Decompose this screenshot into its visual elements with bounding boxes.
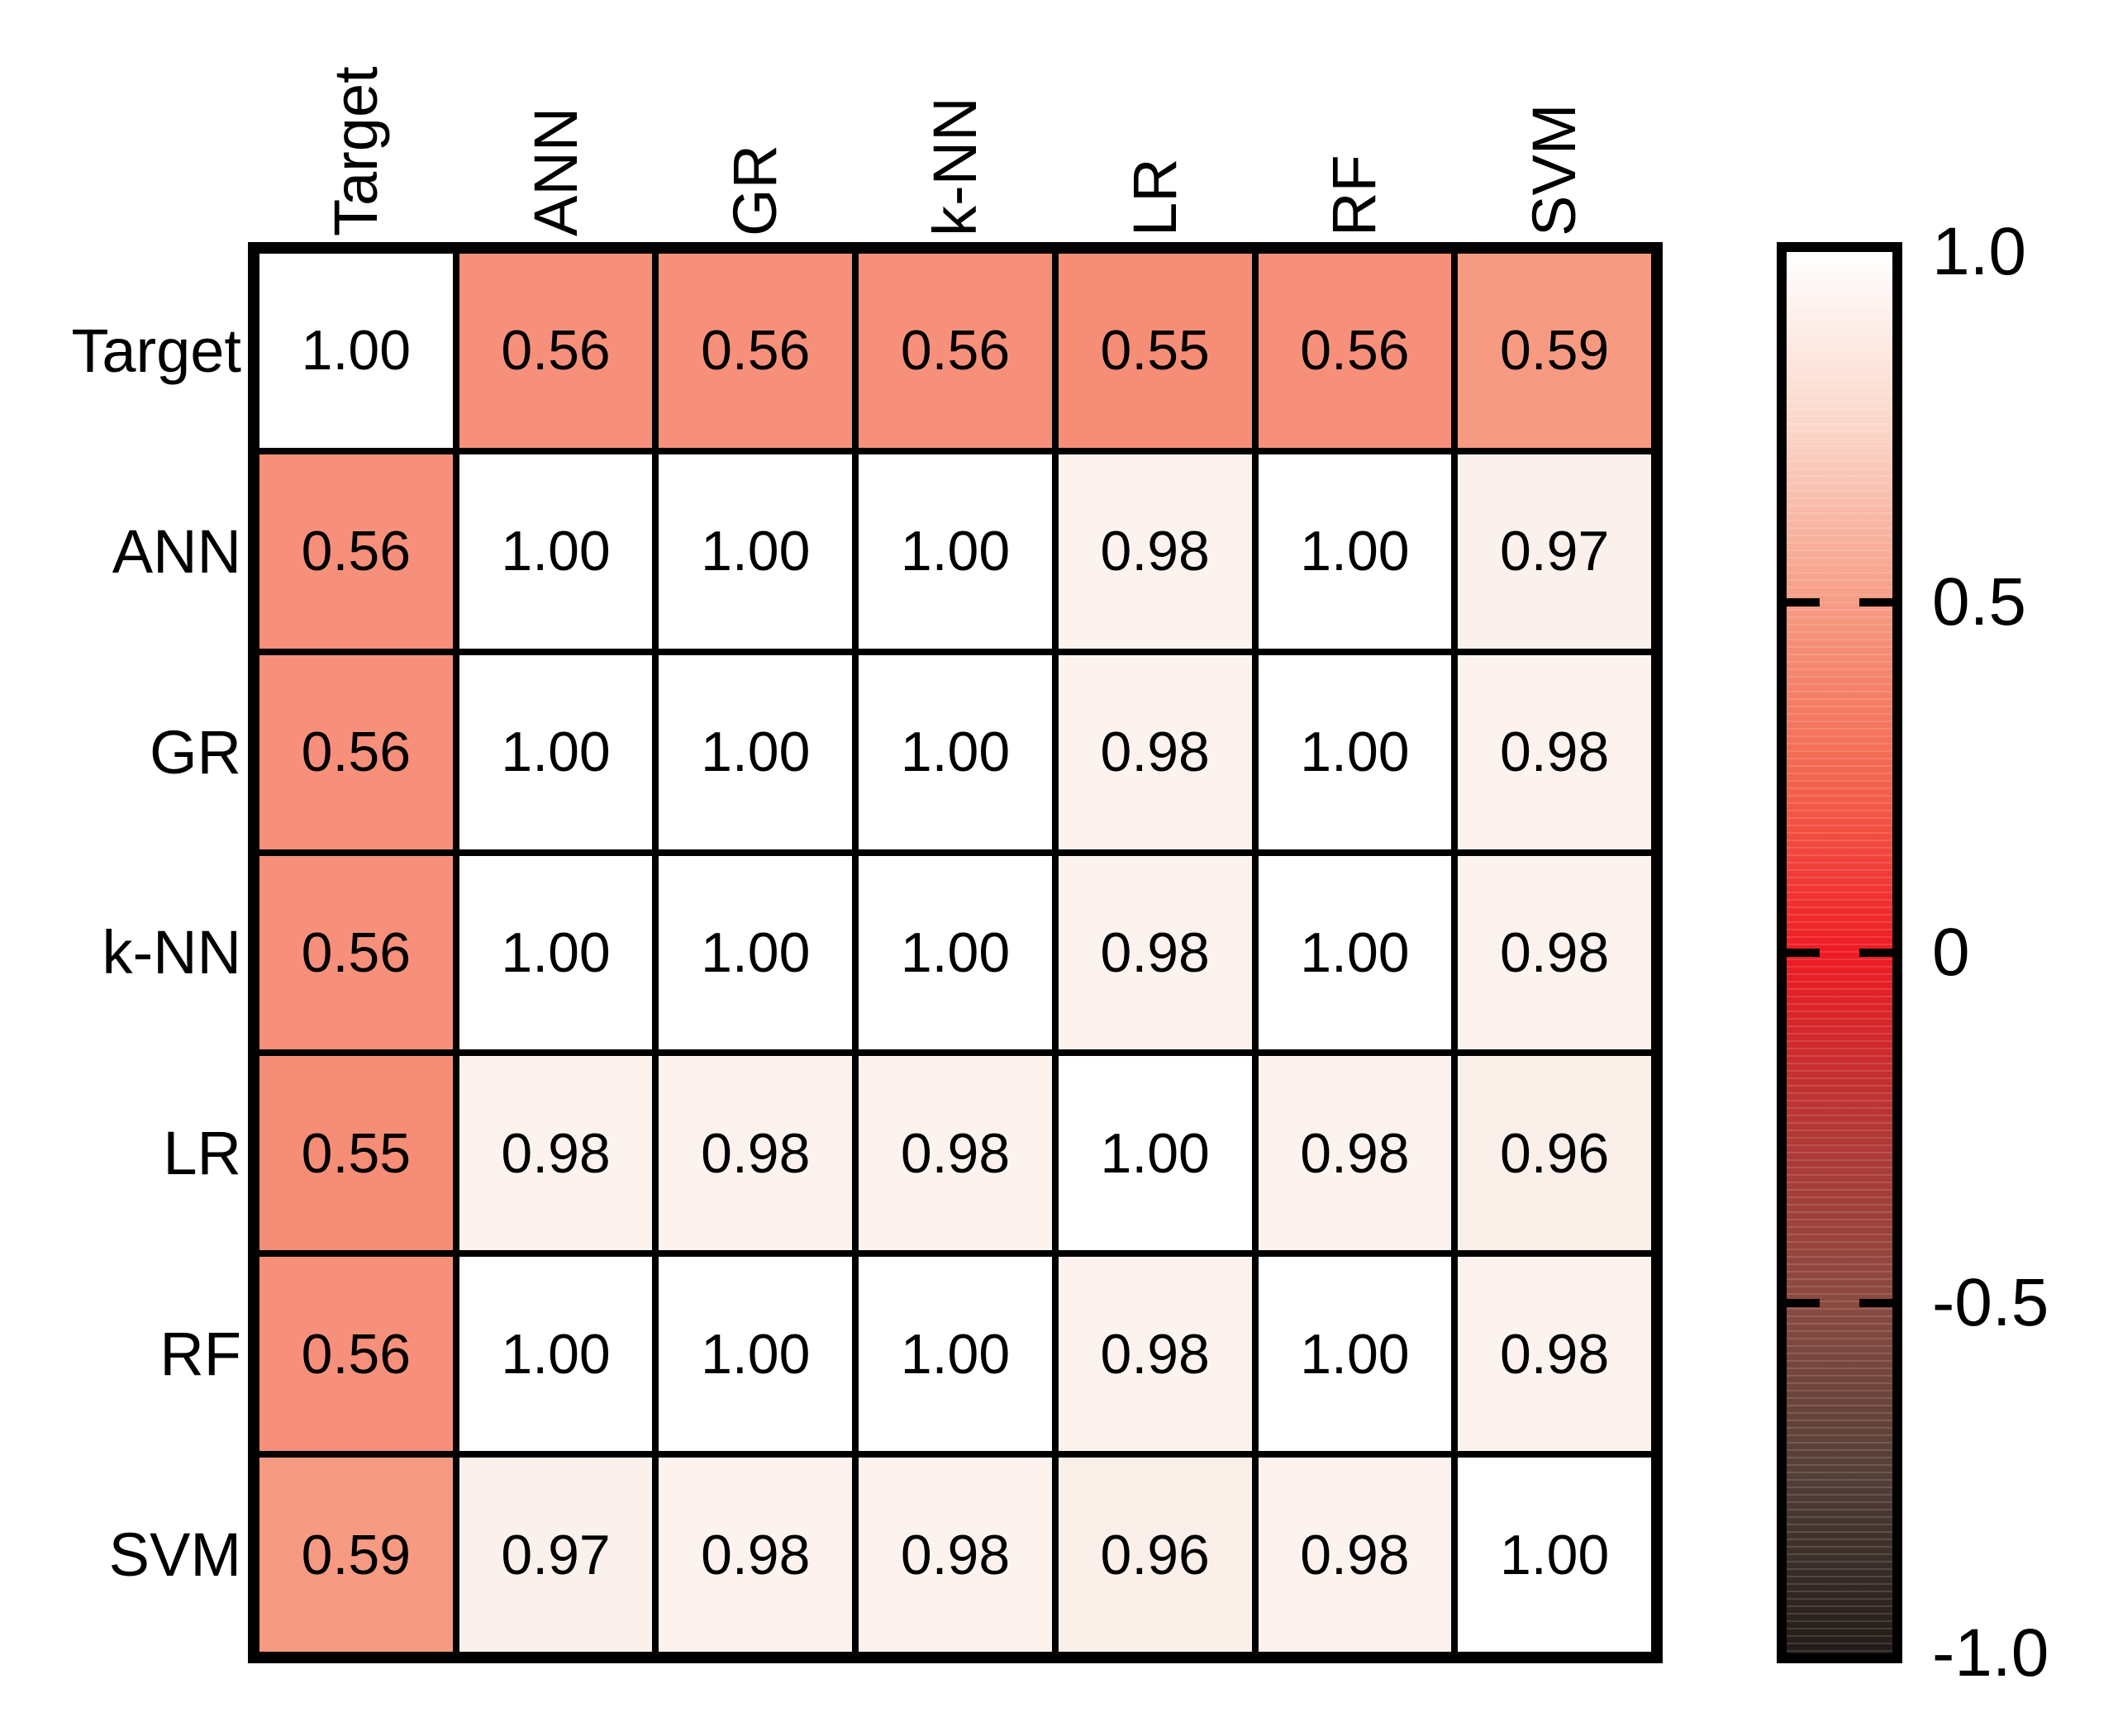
heatmap-cell-SVM-RF: 0.98 bbox=[1258, 1458, 1452, 1652]
heatmap-cell-GR-LR: 0.98 bbox=[1058, 654, 1252, 849]
heatmap-cell-k-NN-SVM: 0.98 bbox=[1458, 855, 1651, 1050]
colorbar-label-0.5: 0.5 bbox=[1932, 564, 2026, 640]
heatmap-cell-Target-GR: 0.56 bbox=[659, 254, 853, 448]
heatmap-cell-SVM-LR: 0.96 bbox=[1058, 1458, 1252, 1652]
heatmap-cell-k-NN-k-NN: 1.00 bbox=[859, 855, 1052, 1050]
colorbar-tick--0.5 bbox=[1787, 1299, 1820, 1307]
heatmap-cell-SVM-k-NN: 0.98 bbox=[859, 1458, 1052, 1652]
heatmap-cell-RF-SVM: 0.98 bbox=[1458, 1257, 1651, 1452]
colorbar-label--1.0: -1.0 bbox=[1932, 1615, 2049, 1691]
col-label-RF: RF bbox=[1320, 155, 1389, 236]
heatmap-cell-ANN-LR: 0.98 bbox=[1058, 454, 1252, 649]
colorbar bbox=[1777, 242, 1902, 1663]
heatmap-cell-k-NN-ANN: 1.00 bbox=[459, 855, 653, 1050]
colorbar-label-0: 0 bbox=[1932, 915, 1970, 990]
heatmap-cell-SVM-Target: 0.59 bbox=[259, 1458, 453, 1652]
col-label-ANN: ANN bbox=[521, 107, 590, 236]
colorbar-label-1.0: 1.0 bbox=[1932, 214, 2026, 289]
heatmap-cell-Target-ANN: 0.56 bbox=[459, 254, 653, 448]
colorbar-tick-0.5 bbox=[1787, 598, 1820, 606]
heatmap-cell-GR-k-NN: 1.00 bbox=[859, 654, 1052, 849]
row-label-ANN: ANN bbox=[112, 516, 241, 586]
heatmap-cell-RF-LR: 0.98 bbox=[1058, 1257, 1252, 1452]
heatmap-cell-k-NN-GR: 1.00 bbox=[659, 855, 853, 1050]
heatmap-cell-LR-SVM: 0.96 bbox=[1458, 1056, 1651, 1251]
row-label-k-NN: k-NN bbox=[102, 918, 241, 987]
heatmap-cell-ANN-RF: 1.00 bbox=[1258, 454, 1452, 649]
heatmap-cell-ANN-k-NN: 1.00 bbox=[859, 454, 1052, 649]
colorbar-tick--0.5 bbox=[1859, 1299, 1892, 1307]
heatmap-cell-GR-ANN: 1.00 bbox=[459, 654, 653, 849]
heatmap-cell-k-NN-Target: 0.56 bbox=[259, 855, 453, 1050]
col-label-Target: Target bbox=[321, 66, 390, 236]
heatmap-cell-LR-k-NN: 0.98 bbox=[859, 1056, 1052, 1251]
heatmap-cell-ANN-SVM: 0.97 bbox=[1458, 454, 1651, 649]
colorbar-tick-0 bbox=[1787, 949, 1820, 957]
heatmap-cell-ANN-Target: 0.56 bbox=[259, 454, 453, 649]
row-label-LR: LR bbox=[163, 1119, 241, 1188]
row-label-Target: Target bbox=[71, 316, 241, 385]
colorbar-tick-0 bbox=[1859, 949, 1892, 957]
heatmap-cell-LR-RF: 0.98 bbox=[1258, 1056, 1452, 1251]
row-label-RF: RF bbox=[159, 1320, 241, 1389]
heatmap-grid: 1.00 0.56 0.56 0.56 0.55 0.56 0.59 0.56 1.00 1.00… bbox=[248, 242, 1663, 1663]
heatmap-cell-k-NN-RF: 1.00 bbox=[1258, 855, 1452, 1050]
heatmap-cell-Target-RF: 0.56 bbox=[1258, 254, 1452, 448]
heatmap-cell-Target-Target: 1.00 bbox=[259, 254, 453, 448]
heatmap-cell-RF-GR: 1.00 bbox=[659, 1257, 853, 1452]
col-label-GR: GR bbox=[721, 145, 790, 236]
heatmap-cell-SVM-GR: 0.98 bbox=[659, 1458, 853, 1652]
heatmap-cell-RF-Target: 0.56 bbox=[259, 1257, 453, 1452]
heatmap-cell-LR-GR: 0.98 bbox=[659, 1056, 853, 1251]
heatmap-cell-GR-SVM: 0.98 bbox=[1458, 654, 1651, 849]
heatmap-cell-GR-RF: 1.00 bbox=[1258, 654, 1452, 849]
heatmap-cell-LR-ANN: 0.98 bbox=[459, 1056, 653, 1251]
heatmap-cell-RF-ANN: 1.00 bbox=[459, 1257, 653, 1452]
col-label-LR: LR bbox=[1120, 158, 1189, 236]
heatmap-cell-RF-RF: 1.00 bbox=[1258, 1257, 1452, 1452]
col-label-k-NN: k-NN bbox=[921, 97, 989, 236]
heatmap-cell-Target-k-NN: 0.56 bbox=[859, 254, 1052, 448]
row-label-SVM: SVM bbox=[108, 1520, 241, 1590]
heatmap-cell-LR-Target: 0.55 bbox=[259, 1056, 453, 1251]
heatmap-cell-GR-GR: 1.00 bbox=[659, 654, 853, 849]
heatmap-cell-Target-LR: 0.55 bbox=[1058, 254, 1252, 448]
heatmap-cell-Target-SVM: 0.59 bbox=[1458, 254, 1651, 448]
heatmap-cell-ANN-GR: 1.00 bbox=[659, 454, 853, 649]
heatmap-cell-LR-LR: 1.00 bbox=[1058, 1056, 1252, 1251]
heatmap-cell-ANN-ANN: 1.00 bbox=[459, 454, 653, 649]
heatmap-cell-RF-k-NN: 1.00 bbox=[859, 1257, 1052, 1452]
heatmap-cell-k-NN-LR: 0.98 bbox=[1058, 855, 1252, 1050]
row-label-GR: GR bbox=[150, 717, 241, 787]
heatmap-cell-GR-Target: 0.56 bbox=[259, 654, 453, 849]
col-label-SVM: SVM bbox=[1520, 103, 1589, 236]
heatmap-cell-SVM-SVM: 1.00 bbox=[1458, 1458, 1651, 1652]
colorbar-tick-0.5 bbox=[1859, 598, 1892, 606]
colorbar-label--0.5: -0.5 bbox=[1932, 1265, 2049, 1340]
heatmap-cell-SVM-ANN: 0.97 bbox=[459, 1458, 653, 1652]
